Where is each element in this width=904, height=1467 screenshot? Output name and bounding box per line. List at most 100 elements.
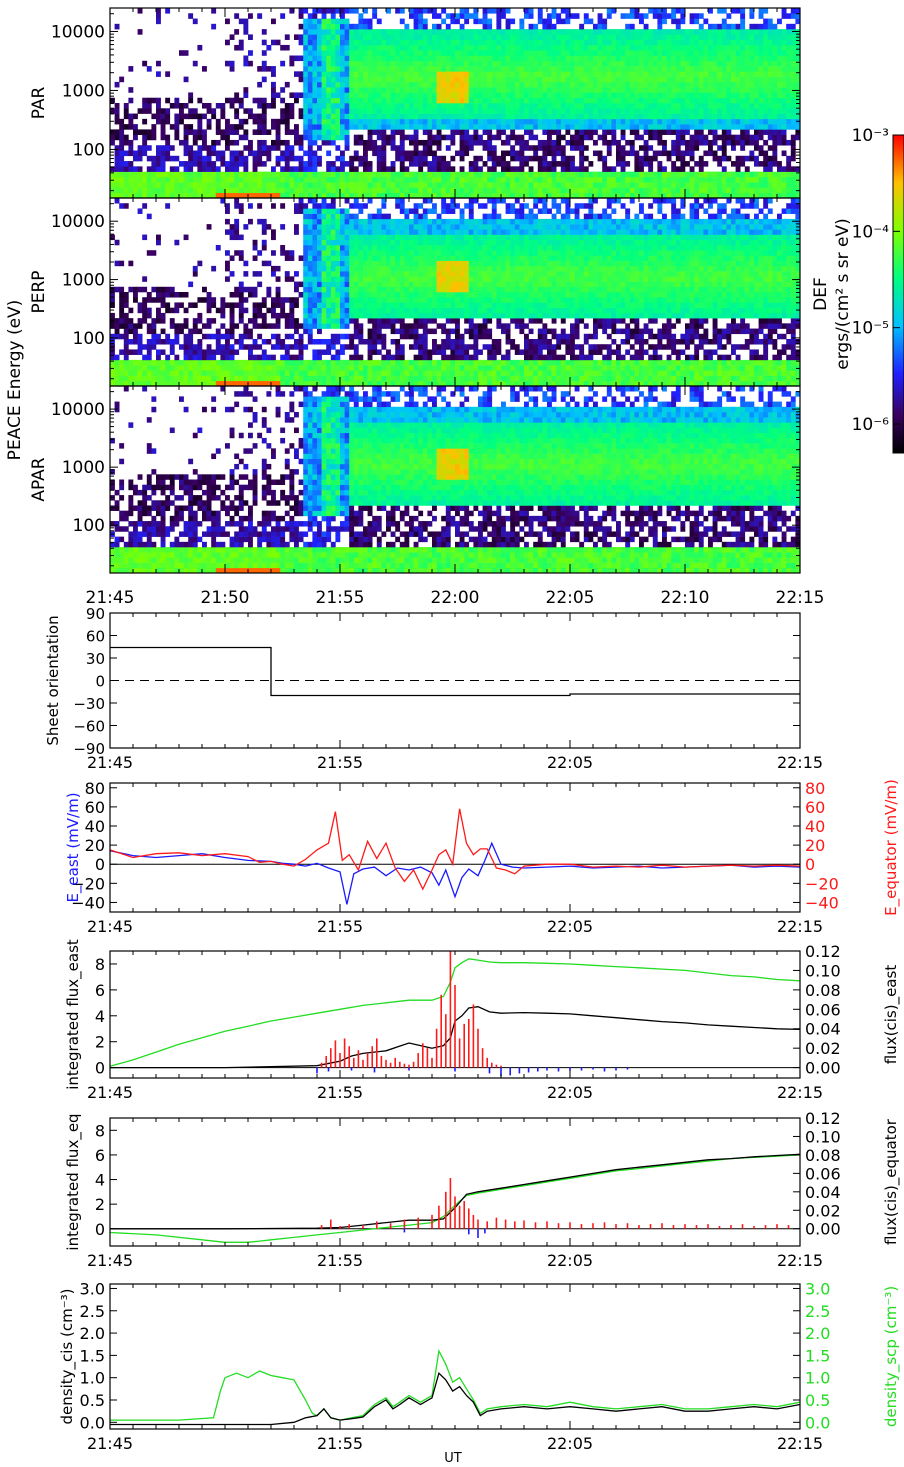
spectrogram-cell: [478, 71, 483, 77]
spectrogram-cell: [717, 118, 723, 125]
spectrogram-cell: [629, 44, 635, 51]
spectrogram-cell: [708, 39, 713, 46]
spectrogram-cell: [629, 92, 635, 99]
spectrogram-cell: [482, 50, 488, 56]
spectrogram-cell: [501, 187, 506, 194]
spectrogram-cell: [556, 161, 562, 167]
spectrogram-cell: [275, 129, 281, 135]
spectrogram-cell: [399, 92, 405, 99]
spectrogram-cell: [445, 166, 451, 172]
spectrogram-cell: [662, 66, 667, 72]
spectrogram-cell: [215, 103, 221, 109]
spectrogram-cell: [114, 260, 120, 267]
spectrogram-cell: [602, 187, 608, 194]
spectrogram-cell: [708, 34, 713, 40]
spectrogram-cell: [303, 359, 309, 366]
spectrogram-cell: [215, 187, 221, 194]
spectrogram-cell: [399, 182, 405, 188]
spectrogram-cell: [496, 118, 502, 125]
spectrogram-cell: [312, 302, 318, 308]
spectrogram-cell: [662, 139, 667, 146]
spectrogram-cell: [156, 161, 161, 167]
spectrogram-cell: [611, 176, 617, 183]
spectrogram-cell: [671, 44, 677, 51]
spectrogram-cell: [110, 176, 115, 183]
spectrogram-cell: [496, 55, 502, 62]
spectrogram-cell: [547, 92, 552, 99]
spectrogram-cell: [317, 339, 322, 345]
spectrogram-cell: [432, 182, 437, 188]
spectrogram-cell: [455, 66, 460, 72]
spectrogram-cell: [294, 182, 299, 188]
spectrogram-cell: [142, 370, 148, 376]
spectrogram-cell: [533, 103, 539, 109]
spectrogram-cell: [671, 60, 677, 67]
spectrogram-cell: [749, 113, 755, 120]
spectrogram-cell: [721, 76, 727, 83]
spectrogram-cell: [772, 44, 778, 51]
spectrogram-cell: [133, 349, 138, 355]
spectrogram-cell: [284, 108, 290, 114]
spectrogram-cell: [487, 134, 493, 141]
spectrogram-cell: [169, 187, 175, 194]
spectrogram-cell: [376, 55, 382, 62]
spectrogram-cell: [671, 18, 677, 25]
spectrogram-cell: [179, 292, 184, 298]
spectrogram-cell: [519, 134, 525, 141]
spectrogram-cell: [206, 307, 212, 314]
spectrogram-cells: [110, 8, 801, 199]
spectrogram-cell: [473, 50, 479, 56]
spectrogram-cell: [183, 359, 189, 366]
spectrogram-cell: [220, 365, 226, 371]
spectrogram-cell: [634, 118, 640, 125]
spectrogram-cell: [294, 34, 299, 40]
spectrogram-cell: [409, 113, 414, 120]
spectrogram-cell: [547, 55, 552, 62]
spectrogram-cell: [142, 380, 148, 387]
spectrogram-cell: [303, 271, 309, 277]
spectrogram-cell: [648, 187, 654, 194]
spectrogram-cell: [404, 60, 410, 67]
spectrogram-cell: [625, 97, 631, 104]
spectrogram-cell: [505, 118, 511, 125]
spectrogram-cell: [303, 192, 309, 199]
spectrogram-cell: [142, 302, 148, 308]
spectrogram-cell: [390, 171, 396, 178]
spectrogram-cell: [330, 192, 336, 199]
spectrogram-cell: [657, 103, 663, 109]
spectrogram-cell: [496, 192, 502, 199]
spectrogram-cell: [280, 224, 286, 230]
spectrogram-cell: [602, 108, 608, 114]
spectrogram-cell: [767, 124, 773, 130]
spectrogram-cell: [680, 176, 686, 183]
spectrogram-cell: [261, 150, 267, 157]
spectrogram-cell: [450, 139, 456, 146]
spectrogram-cell: [151, 323, 157, 329]
spectrogram-cell: [275, 297, 281, 303]
spectrogram-cell: [468, 81, 474, 88]
spectrogram-cell: [160, 375, 166, 382]
spectrogram-cell: [478, 118, 483, 125]
spectrogram-cell: [395, 8, 401, 14]
spectrogram-cell: [717, 187, 723, 194]
spectrogram-cell: [303, 171, 309, 178]
spectrogram-cell: [556, 113, 562, 120]
spectrogram-cell: [606, 108, 612, 114]
spectrogram-cell: [317, 129, 322, 135]
spectrogram-cell: [225, 161, 230, 167]
spectrogram-cell: [464, 60, 470, 67]
spectrogram-cell: [491, 87, 497, 93]
spectrogram-cell: [169, 182, 175, 188]
spectrogram-cell: [317, 66, 322, 72]
spectrogram-cell: [763, 108, 769, 114]
spectrogram-cell: [574, 166, 580, 172]
spectrogram-cell: [413, 176, 419, 183]
spectrogram-cell: [294, 318, 299, 324]
spectrogram-cell: [767, 155, 773, 162]
spectrogram-cell: [790, 39, 796, 46]
spectrogram-cell: [708, 182, 713, 188]
spectrogram-cell: [519, 155, 525, 162]
spectrogram-cell: [694, 108, 700, 114]
spectrogram-cell: [220, 370, 226, 376]
spectrogram-cell: [703, 39, 709, 46]
